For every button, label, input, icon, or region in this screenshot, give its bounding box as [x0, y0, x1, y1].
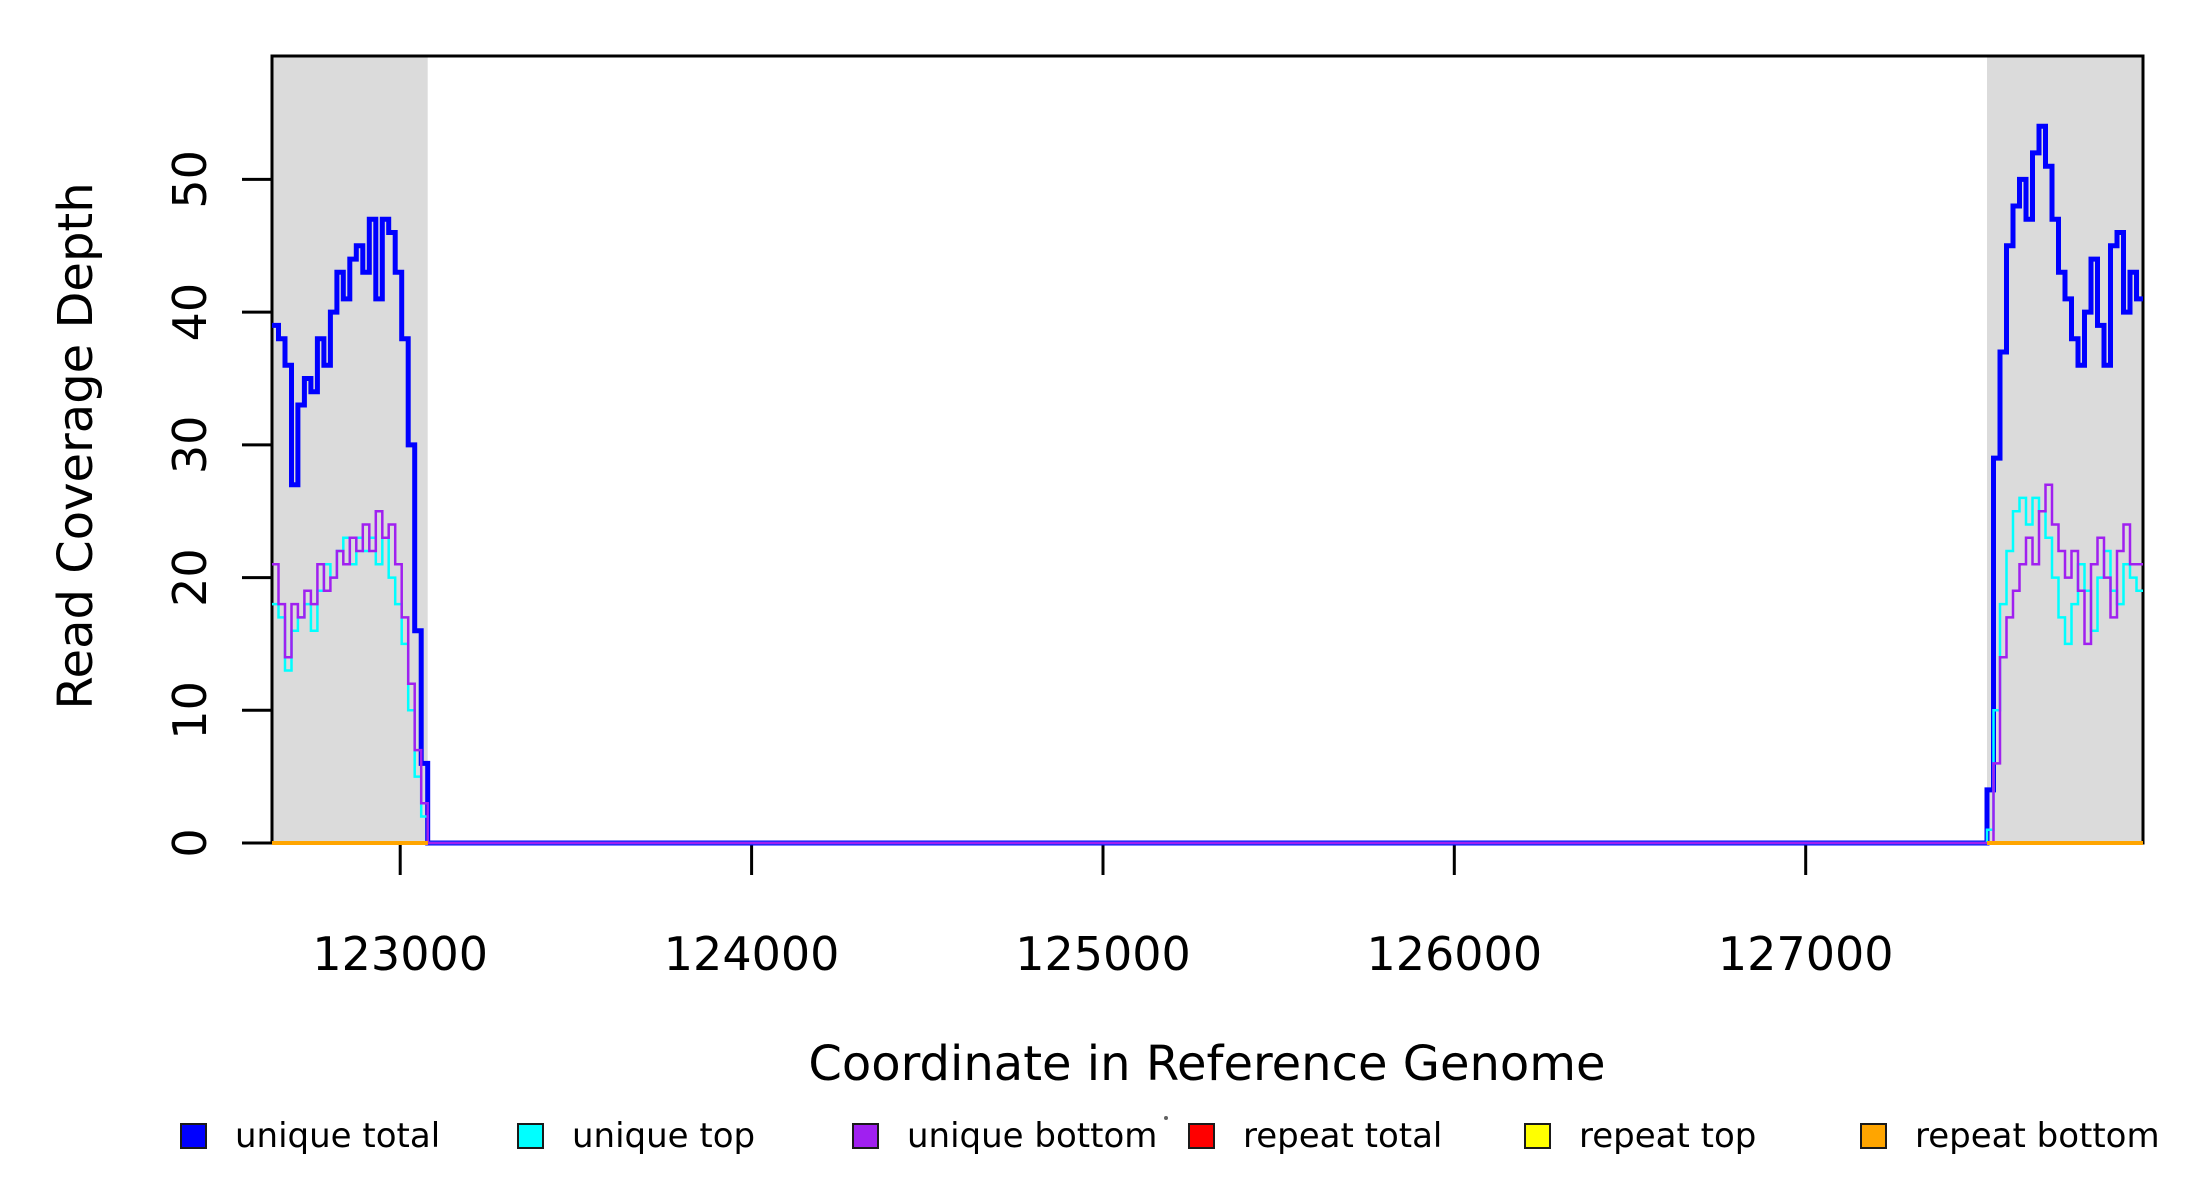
series-line-unique-bottom — [272, 483, 2143, 845]
repeat-region-shading-2 — [1987, 56, 2143, 843]
y-tick-label: 0 — [163, 828, 217, 857]
plot-box — [270, 54, 2145, 845]
series-line-unique-total — [272, 123, 2143, 846]
x-tick-label: 123000 — [312, 927, 488, 981]
y-tick-label: 50 — [163, 150, 217, 209]
x-tick-label: 125000 — [1015, 927, 1191, 981]
series-line-unique-top — [272, 496, 2143, 845]
x-tick-label: 126000 — [1366, 927, 1542, 981]
stray-dot-artifact — [1164, 1116, 1168, 1120]
y-axis-title: Read Coverage Depth — [48, 182, 104, 709]
y-tick-label: 20 — [163, 548, 217, 607]
repeat-region-shading-1 — [272, 56, 428, 843]
x-tick-label: 124000 — [664, 927, 840, 981]
y-tick-label: 10 — [163, 681, 217, 740]
x-tick-label: 127000 — [1718, 927, 1894, 981]
x-axis-title: Coordinate in Reference Genome — [808, 1036, 1605, 1092]
y-tick-label: 30 — [163, 416, 217, 475]
y-tick-label: 40 — [163, 283, 217, 342]
